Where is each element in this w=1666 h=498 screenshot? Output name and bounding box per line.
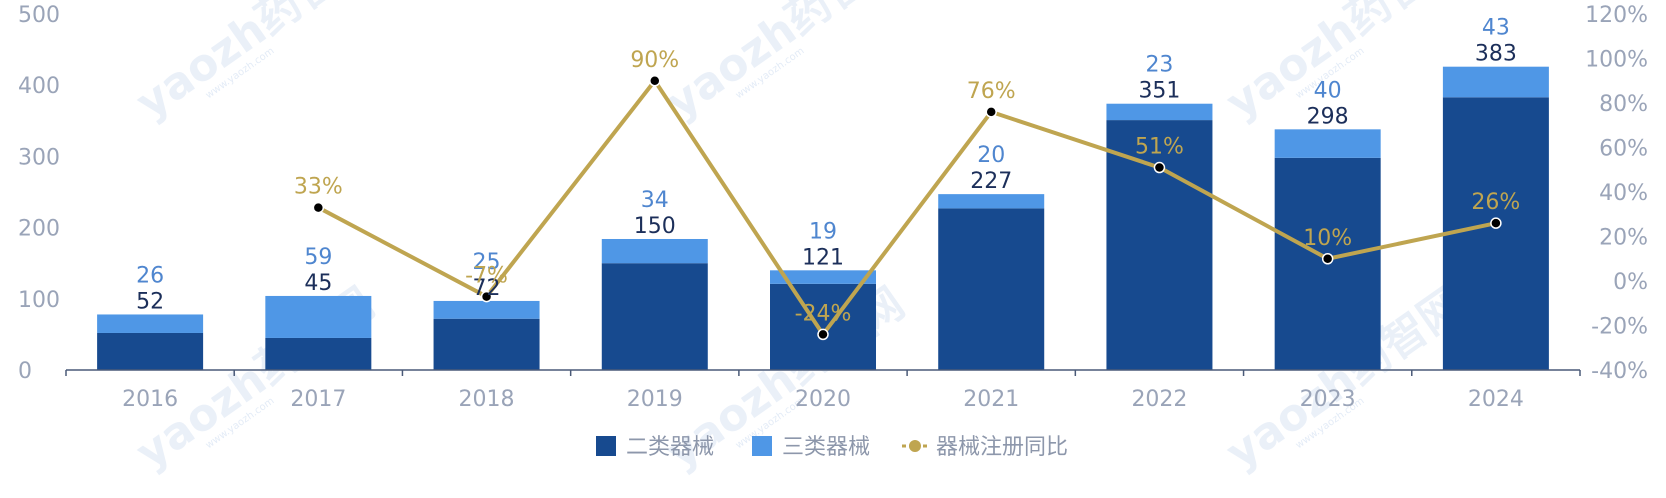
bar-class3-2017 bbox=[265, 295, 372, 338]
bar-class2-2021 bbox=[938, 208, 1045, 370]
bar-class3-2022 bbox=[1106, 103, 1213, 121]
y-axis-left: 0 100 200 300 400 500 bbox=[18, 3, 60, 384]
bar-class3-2019 bbox=[601, 238, 708, 264]
label-yoy-2024: 26% bbox=[1471, 190, 1520, 215]
bar-layer bbox=[97, 66, 1549, 370]
label-class2-2016: 52 bbox=[136, 289, 164, 314]
yoy-point-2020 bbox=[817, 328, 829, 341]
label-yoy-2021: 76% bbox=[967, 79, 1016, 104]
label-class2-2019: 150 bbox=[634, 214, 676, 239]
yoy-point-2021 bbox=[985, 106, 997, 118]
label-class2-2023: 298 bbox=[1307, 104, 1349, 129]
bar-class2-2020 bbox=[770, 283, 876, 370]
label-yoy-2020: -24% bbox=[795, 301, 852, 326]
yoy-point-2023 bbox=[1321, 253, 1334, 265]
bar-class3-2016 bbox=[97, 314, 204, 333]
bar-class2-2024 bbox=[1442, 97, 1549, 370]
label-class3-2024: 43 bbox=[1482, 16, 1510, 41]
bar-class3-2023 bbox=[1274, 129, 1381, 158]
label-class2-2022: 351 bbox=[1138, 79, 1180, 104]
label-yoy-2018: -7% bbox=[465, 264, 508, 289]
label-class3-2021: 20 bbox=[977, 143, 1005, 168]
bar-class2-2017 bbox=[265, 337, 372, 370]
bar-class2-2018 bbox=[433, 318, 540, 370]
label-yoy-2022: 51% bbox=[1135, 135, 1184, 160]
legend-label-yoy: 器械注册同比 bbox=[936, 435, 1068, 460]
x-tick-label-2024: 2024 bbox=[1468, 387, 1524, 412]
yoy-point-2022 bbox=[1153, 161, 1166, 174]
y-left-tick-label: 0 bbox=[18, 359, 32, 384]
label-class2-2021: 227 bbox=[970, 169, 1012, 194]
label-yoy-2017: 33% bbox=[294, 175, 343, 200]
bar-class3-2021 bbox=[938, 194, 1045, 209]
label-class3-2016: 26 bbox=[136, 263, 164, 288]
bar-class2-2022 bbox=[1106, 120, 1213, 370]
y-right-tick-label: -40% bbox=[1591, 359, 1648, 384]
legend-swatch-class3 bbox=[752, 436, 772, 456]
label-class3-2018: 25 bbox=[473, 250, 501, 275]
label-class3-2023: 40 bbox=[1314, 78, 1342, 103]
bar-class3-2020 bbox=[770, 270, 876, 284]
label-class2-2020: 121 bbox=[802, 245, 844, 270]
y-right-tick-label: 100% bbox=[1585, 48, 1648, 73]
y-left-tick-label: 200 bbox=[18, 217, 60, 242]
bar-class2-2019 bbox=[601, 263, 708, 370]
legend-swatch-class2 bbox=[596, 436, 616, 456]
y-right-tick-label: 120% bbox=[1585, 3, 1648, 28]
label-yoy-2023: 10% bbox=[1303, 226, 1352, 251]
y-right-tick-label: 60% bbox=[1599, 137, 1648, 162]
yoy-point-2019 bbox=[649, 75, 661, 87]
x-tick-label-2017: 2017 bbox=[290, 387, 346, 412]
y-axis-right: -40% -20% 0% 20% 40% 60% 80% 100% 120% bbox=[1585, 3, 1648, 384]
label-yoy-2019: 90% bbox=[630, 48, 679, 73]
y-right-tick-label: 0% bbox=[1613, 270, 1648, 295]
label-class3-2020: 19 bbox=[809, 219, 837, 244]
legend: 二类器械 三类器械 器械注册同比 bbox=[596, 435, 1068, 460]
yoy-line bbox=[317, 78, 1497, 337]
x-tick-label-2023: 2023 bbox=[1300, 387, 1356, 412]
legend-label-class2: 二类器械 bbox=[626, 435, 714, 460]
y-right-tick-label: -20% bbox=[1591, 315, 1648, 340]
x-tick-label-2018: 2018 bbox=[459, 387, 515, 412]
bar-class3-2018 bbox=[433, 300, 540, 319]
legend-marker-yoy bbox=[909, 440, 921, 452]
x-axis: 2016 2017 2018 2019 2020 2021 2022 2023 2024 bbox=[65, 369, 1581, 412]
yoy-point-2024 bbox=[1490, 217, 1502, 229]
y-right-tick-label: 40% bbox=[1599, 181, 1648, 206]
bar-class3-2024 bbox=[1442, 66, 1549, 98]
y-left-tick-label: 300 bbox=[18, 145, 60, 170]
yoy-point-2018 bbox=[480, 290, 493, 303]
yoy-line-layer bbox=[312, 75, 1502, 341]
x-tick-label-2019: 2019 bbox=[627, 387, 683, 412]
x-tick-label-2016: 2016 bbox=[122, 387, 178, 412]
label-class3-2017: 59 bbox=[304, 245, 332, 270]
label-class2-2018: 72 bbox=[473, 276, 501, 301]
yoy-point-2017 bbox=[312, 201, 325, 214]
y-right-tick-label: 80% bbox=[1599, 92, 1648, 117]
label-class2-2024: 383 bbox=[1475, 42, 1517, 67]
y-right-tick-label: 20% bbox=[1599, 226, 1648, 251]
label-class3-2019: 34 bbox=[641, 188, 669, 213]
y-left-tick-label: 100 bbox=[18, 288, 60, 313]
y-left-tick-label: 500 bbox=[18, 3, 60, 28]
x-tick-label-2021: 2021 bbox=[963, 387, 1019, 412]
x-tick-label-2020: 2020 bbox=[795, 387, 851, 412]
bar-class2-2016 bbox=[97, 332, 204, 370]
label-class2-2017: 45 bbox=[304, 271, 332, 296]
legend-label-class3: 三类器械 bbox=[782, 435, 870, 460]
label-class3-2022: 23 bbox=[1145, 53, 1173, 78]
y-left-tick-label: 400 bbox=[18, 74, 60, 99]
x-tick-label-2022: 2022 bbox=[1131, 387, 1187, 412]
